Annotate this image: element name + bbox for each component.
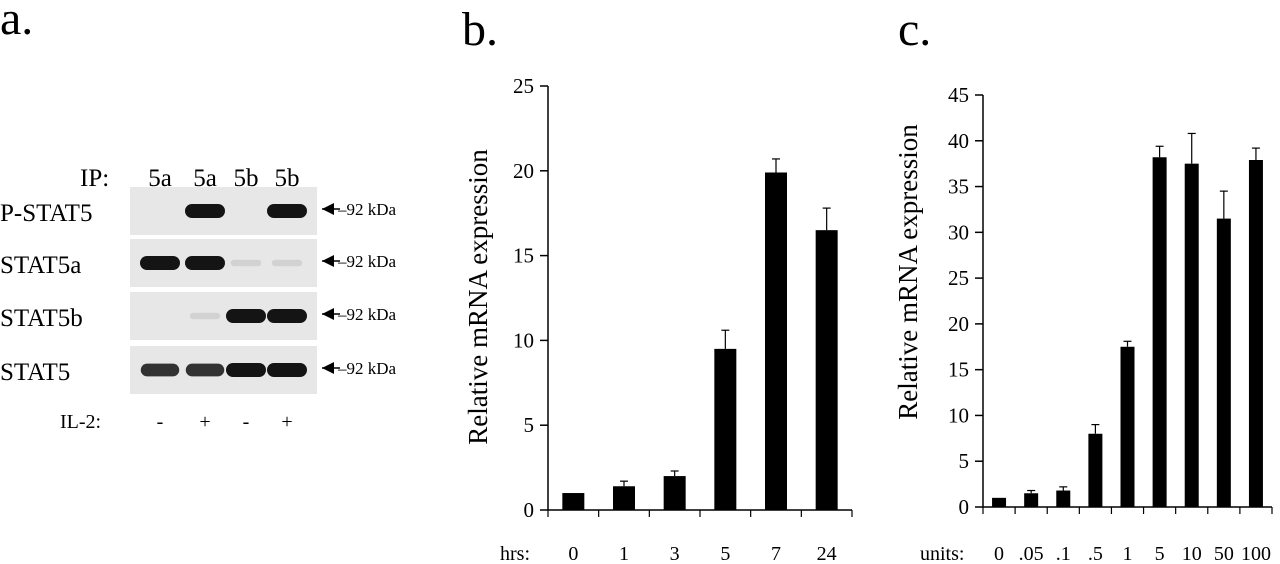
panel-letter-c: c. bbox=[898, 3, 931, 56]
y-tick-label: 25 bbox=[948, 266, 969, 290]
blot-row-label: STAT5 bbox=[0, 359, 70, 386]
blot-band bbox=[230, 259, 262, 267]
x-tick-label: .1 bbox=[1056, 543, 1071, 564]
blot-band bbox=[189, 312, 221, 320]
arrow-left-icon bbox=[322, 308, 334, 320]
y-tick-label: 10 bbox=[513, 328, 534, 352]
ip-label: IP: bbox=[80, 165, 109, 192]
il2-value: + bbox=[199, 411, 210, 433]
y-tick-label: 0 bbox=[959, 495, 970, 519]
arrow-left-icon bbox=[322, 362, 334, 374]
blot-row: STAT5 –92 kDa bbox=[0, 346, 397, 394]
bar bbox=[1088, 433, 1103, 507]
y-tick-label: 30 bbox=[948, 220, 969, 244]
il2-value: - bbox=[157, 411, 164, 433]
blot-band bbox=[226, 309, 266, 323]
blot-band bbox=[267, 363, 307, 377]
il2-value: + bbox=[281, 411, 292, 433]
x-tick-label: 5 bbox=[1155, 543, 1165, 564]
bar bbox=[1056, 490, 1071, 507]
bar bbox=[1248, 160, 1263, 507]
bar bbox=[663, 476, 686, 510]
blot-band bbox=[267, 309, 307, 323]
blot-row: STAT5b –92 kDa bbox=[0, 292, 397, 340]
x-tick-label: 5 bbox=[720, 543, 730, 564]
x-tick-label: .5 bbox=[1088, 543, 1103, 564]
y-tick-label: 5 bbox=[524, 413, 535, 437]
x-tick-label: 10 bbox=[1182, 543, 1202, 564]
y-axis-title-c: Relative mRNA expression bbox=[893, 124, 923, 420]
bar bbox=[1216, 218, 1231, 507]
y-tick-label: 15 bbox=[948, 358, 969, 382]
arrow-left-icon bbox=[322, 255, 334, 267]
kda-marker: –92 kDa bbox=[337, 359, 397, 378]
y-tick-label: 40 bbox=[948, 129, 969, 153]
panel-letter-a: a. bbox=[0, 0, 33, 45]
y-tick-label: 25 bbox=[513, 74, 534, 98]
panel-letter-b: b. bbox=[462, 3, 498, 56]
blot-band bbox=[140, 363, 180, 377]
panel-c-chart: c. Relative mRNA expression units: 05101… bbox=[893, 3, 1273, 564]
x-tick-label: 0 bbox=[568, 543, 578, 564]
kda-marker: –92 kDa bbox=[337, 305, 397, 324]
bar bbox=[562, 493, 585, 510]
x-tick-label: 100 bbox=[1241, 543, 1271, 564]
bar bbox=[815, 230, 838, 510]
x-tick-label: 3 bbox=[670, 543, 680, 564]
bar bbox=[714, 348, 737, 510]
bar bbox=[992, 497, 1007, 507]
bar bbox=[765, 172, 787, 510]
y-tick-label: 5 bbox=[959, 449, 970, 473]
x-axis-prefix-c: units: bbox=[920, 543, 964, 564]
il2-values: - + - + bbox=[157, 411, 293, 433]
chart-b-plot: 0 5 10 15 20 25 0 1 3 5 7 24 bbox=[513, 74, 853, 564]
bar bbox=[1184, 163, 1199, 507]
blot-band bbox=[140, 256, 180, 270]
blot-band bbox=[267, 204, 307, 218]
blot-rows: P-STAT5 –92 kDa STAT5a –92 kDa STAT5b –92 kDa… bbox=[0, 187, 397, 394]
blot-row-label: STAT5a bbox=[0, 252, 81, 279]
kda-marker: –92 kDa bbox=[337, 252, 397, 271]
y-tick-label: 20 bbox=[948, 312, 969, 336]
bar bbox=[1024, 493, 1039, 507]
x-tick-label: 7 bbox=[771, 543, 781, 564]
blot-band bbox=[226, 363, 266, 377]
il2-value: - bbox=[243, 411, 250, 433]
blot-band bbox=[185, 363, 225, 377]
ip-lane-label: 5a bbox=[193, 165, 217, 192]
bar bbox=[1120, 346, 1135, 507]
y-tick-label: 35 bbox=[948, 175, 969, 199]
x-tick-label: 24 bbox=[817, 543, 837, 564]
il2-label: IL-2: bbox=[60, 411, 101, 433]
x-tick-label: 0 bbox=[994, 543, 1004, 564]
ip-lane-label: 5a bbox=[148, 165, 172, 192]
kda-marker: –92 kDa bbox=[337, 200, 397, 219]
panel-b-chart: b. Relative mRNA expression hrs: 0510152… bbox=[462, 3, 853, 564]
y-tick-label: 45 bbox=[948, 83, 969, 107]
y-tick-label: 0 bbox=[524, 498, 535, 522]
blot-row: STAT5a –92 kDa bbox=[0, 239, 397, 287]
arrow-left-icon bbox=[322, 203, 334, 215]
y-tick-label: 20 bbox=[513, 159, 534, 183]
bar bbox=[1152, 157, 1167, 507]
blot-row-label: P-STAT5 bbox=[0, 200, 92, 227]
x-tick-label: .05 bbox=[1019, 543, 1044, 564]
x-tick-label: 1 bbox=[619, 543, 629, 564]
blot-band bbox=[271, 259, 303, 267]
blot-band bbox=[185, 256, 225, 270]
y-axis-title-b: Relative mRNA expression bbox=[463, 149, 493, 445]
x-tick-label: 50 bbox=[1214, 543, 1234, 564]
blot-row-label: STAT5b bbox=[0, 305, 83, 332]
x-tick-label: 1 bbox=[1123, 543, 1133, 564]
y-tick-label: 10 bbox=[948, 403, 969, 427]
bar bbox=[613, 486, 635, 510]
blot-band bbox=[185, 204, 225, 218]
y-tick-label: 15 bbox=[513, 244, 534, 268]
blot-row: P-STAT5 –92 kDa bbox=[0, 187, 397, 235]
x-axis-prefix-b: hrs: bbox=[500, 543, 530, 564]
